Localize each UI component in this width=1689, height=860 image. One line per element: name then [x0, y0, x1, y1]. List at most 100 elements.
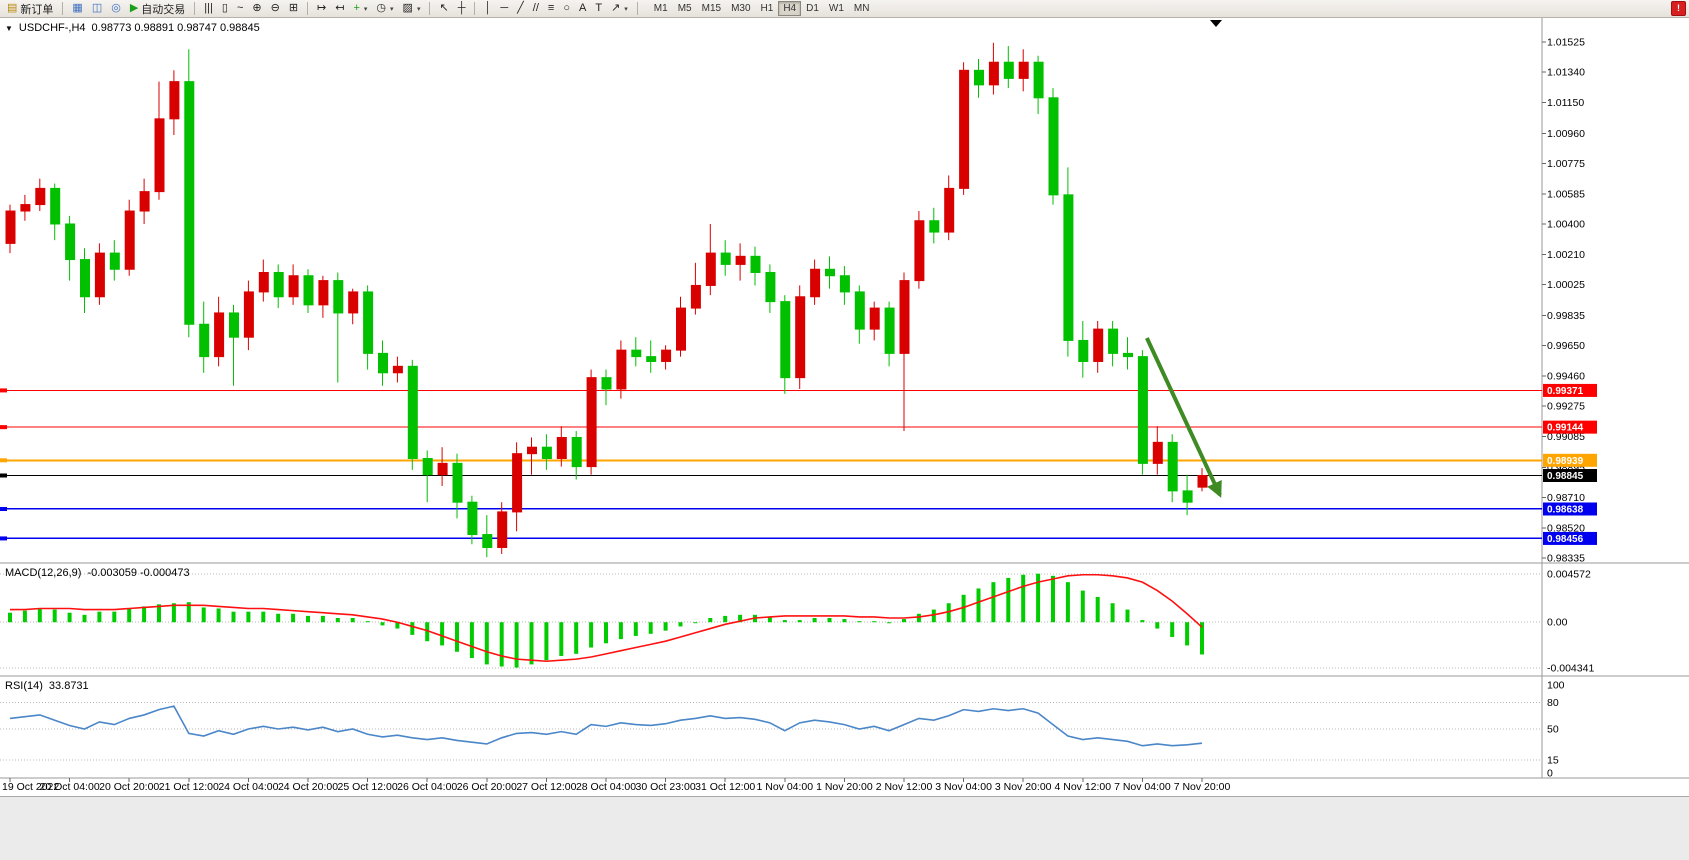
timeframe-h1[interactable]: H1: [756, 1, 779, 16]
candles-chart-type-button[interactable]: ▯: [218, 1, 232, 16]
rsi-tick-label: 80: [1547, 697, 1559, 709]
bars-chart-type-button[interactable]: |||: [200, 1, 217, 16]
rsi-tick-label: 50: [1547, 724, 1559, 736]
text-label-button[interactable]: T: [591, 1, 606, 16]
toolbar-separator: [194, 2, 196, 15]
candlestick-series[interactable]: [5, 42, 1208, 558]
price-badge-label: 0.98456: [1547, 534, 1584, 545]
navigator-icon: ◫: [91, 2, 103, 14]
rsi-pane: 100 80 50 15 0: [0, 680, 1565, 780]
candles-chart-type-icon: ▯: [221, 2, 228, 14]
market-watch-button[interactable]: ▦: [68, 1, 86, 16]
timeframe-h4[interactable]: H4: [778, 1, 802, 16]
price-badge: [1543, 383, 1597, 397]
tile-windows-button[interactable]: ⊞: [285, 1, 302, 16]
shapes-icon: ○: [563, 2, 570, 14]
fibonacci-button[interactable]: ≡: [544, 1, 558, 16]
price-tick-label: 1.01150: [1547, 97, 1584, 109]
periods-button[interactable]: ◷ ▾: [372, 1, 397, 16]
autotrading-button[interactable]: ▶ 自动交易: [126, 1, 189, 16]
trendline-icon: ╱: [517, 2, 524, 14]
indicators-button[interactable]: + ▾: [349, 1, 371, 16]
arrows-button[interactable]: ↗ ▾: [607, 1, 632, 16]
indicators-icon: +: [353, 2, 360, 14]
time-tick-label: 31 Oct 12:00: [695, 781, 755, 793]
rsi-tick-label: 15: [1547, 754, 1559, 766]
zoom-out-button[interactable]: ⊖: [267, 1, 284, 16]
price-chart-svg[interactable]: 1.01525 1.01340 1.01150 1.00960 1.00775 1.005…: [0, 18, 1689, 796]
time-tick-label: 30 Oct 23:00: [636, 781, 696, 793]
time-tick-label: 1 Nov 20:00: [816, 781, 873, 793]
hline-left-marker[interactable]: [0, 458, 7, 463]
dropdown-arrow-icon[interactable]: ▾: [390, 5, 394, 13]
price-badge-label: 0.98638: [1547, 504, 1584, 515]
crosshair-icon: ┼: [457, 2, 466, 14]
time-tick-label: 28 Oct 04:00: [576, 781, 636, 793]
timeframe-w1[interactable]: W1: [824, 1, 849, 16]
line-chart-type-button[interactable]: ~: [233, 1, 247, 16]
channel-button[interactable]: //: [529, 1, 543, 16]
timeframe-m1[interactable]: M1: [649, 1, 673, 16]
time-tick-label: 20 Oct 04:00: [40, 781, 100, 793]
price-badges: 0.99371 0.99144 0.98939 0.98845 0.98638 0.984…: [1543, 383, 1597, 545]
price-badge: [1543, 453, 1597, 467]
new-order-icon: ▤: [7, 2, 18, 14]
price-badge: [1543, 502, 1597, 516]
trend-arrow[interactable]: [1145, 337, 1222, 498]
price-tick-label: 1.01525: [1547, 37, 1585, 49]
timeframe-mn[interactable]: MN: [849, 1, 875, 16]
templates-button[interactable]: ▨ ▾: [399, 1, 425, 16]
time-tick-label: 1 Nov 04:00: [756, 781, 813, 793]
dropdown-arrow-icon[interactable]: ▾: [363, 5, 368, 13]
macd-tick-label: -0.004341: [1547, 663, 1594, 675]
trendline-button[interactable]: ╱: [513, 1, 528, 16]
dropdown-arrow-icon[interactable]: ▾: [624, 5, 628, 13]
cursor-button[interactable]: ↖: [435, 1, 452, 16]
fibonacci-icon: ≡: [547, 2, 555, 14]
shapes-button[interactable]: ○: [559, 1, 574, 16]
hline-left-marker[interactable]: [0, 425, 7, 430]
rsi-tick-label: 100: [1547, 680, 1565, 692]
bars-chart-type-icon: |||: [204, 2, 213, 14]
zoom-in-button[interactable]: ⊕: [248, 1, 265, 16]
price-badge: [1543, 531, 1597, 545]
chart-region[interactable]: 1.01525 1.01340 1.01150 1.00960 1.00775 1.005…: [0, 18, 1689, 796]
dropdown-arrow-icon[interactable]: ▾: [416, 5, 421, 13]
timeframe-m5[interactable]: M5: [673, 1, 697, 16]
symbol-dropdown-icon[interactable]: ▼: [5, 23, 13, 33]
hline-left-marker[interactable]: [0, 506, 7, 511]
bottom-strip: [0, 796, 1689, 860]
horizontal-line-icon: ─: [500, 2, 509, 14]
chart-shift-button[interactable]: ↤: [331, 1, 348, 16]
new-order-button[interactable]: ▤ 新订单: [3, 1, 57, 16]
timeframe-d1[interactable]: D1: [801, 1, 824, 16]
vertical-line-icon: │: [484, 2, 492, 14]
text-icon: A: [578, 2, 587, 14]
time-tick-label: 26 Oct 04:00: [397, 781, 457, 793]
navigator-button[interactable]: ◫: [88, 1, 106, 16]
time-tick-label: 27 Oct 12:00: [516, 781, 576, 793]
chart-shift-marker-icon[interactable]: [1210, 20, 1222, 27]
price-tick-label: 1.00210: [1547, 249, 1585, 261]
price-tick-label: 1.01340: [1547, 66, 1585, 78]
hline-left-marker[interactable]: [0, 388, 7, 393]
arrows-icon: ↗: [611, 2, 621, 14]
price-badge-label: 0.99371: [1547, 386, 1584, 397]
crosshair-button[interactable]: ┼: [454, 1, 470, 16]
rsi-tick-label: 0: [1547, 768, 1553, 780]
autotrading-button-label: 自动交易: [141, 3, 186, 16]
timeframe-m30[interactable]: M30: [726, 1, 755, 16]
hline-left-marker[interactable]: [0, 536, 7, 541]
auto-scroll-button[interactable]: ↦: [313, 1, 330, 16]
text-button[interactable]: A: [575, 1, 590, 16]
time-tick-label: 26 Oct 20:00: [457, 781, 517, 793]
price-badge: [1543, 469, 1597, 483]
news-alert-icon[interactable]: !: [1671, 1, 1686, 16]
toolbar-separator: [62, 2, 64, 15]
time-tick-label: 25 Oct 12:00: [338, 781, 398, 793]
timeframe-m15[interactable]: M15: [697, 1, 726, 16]
vertical-line-button[interactable]: │: [480, 1, 495, 16]
horizontal-line-button[interactable]: ─: [496, 1, 512, 16]
hline-left-marker[interactable]: [0, 473, 7, 478]
terminal-button[interactable]: ◎: [107, 1, 125, 16]
